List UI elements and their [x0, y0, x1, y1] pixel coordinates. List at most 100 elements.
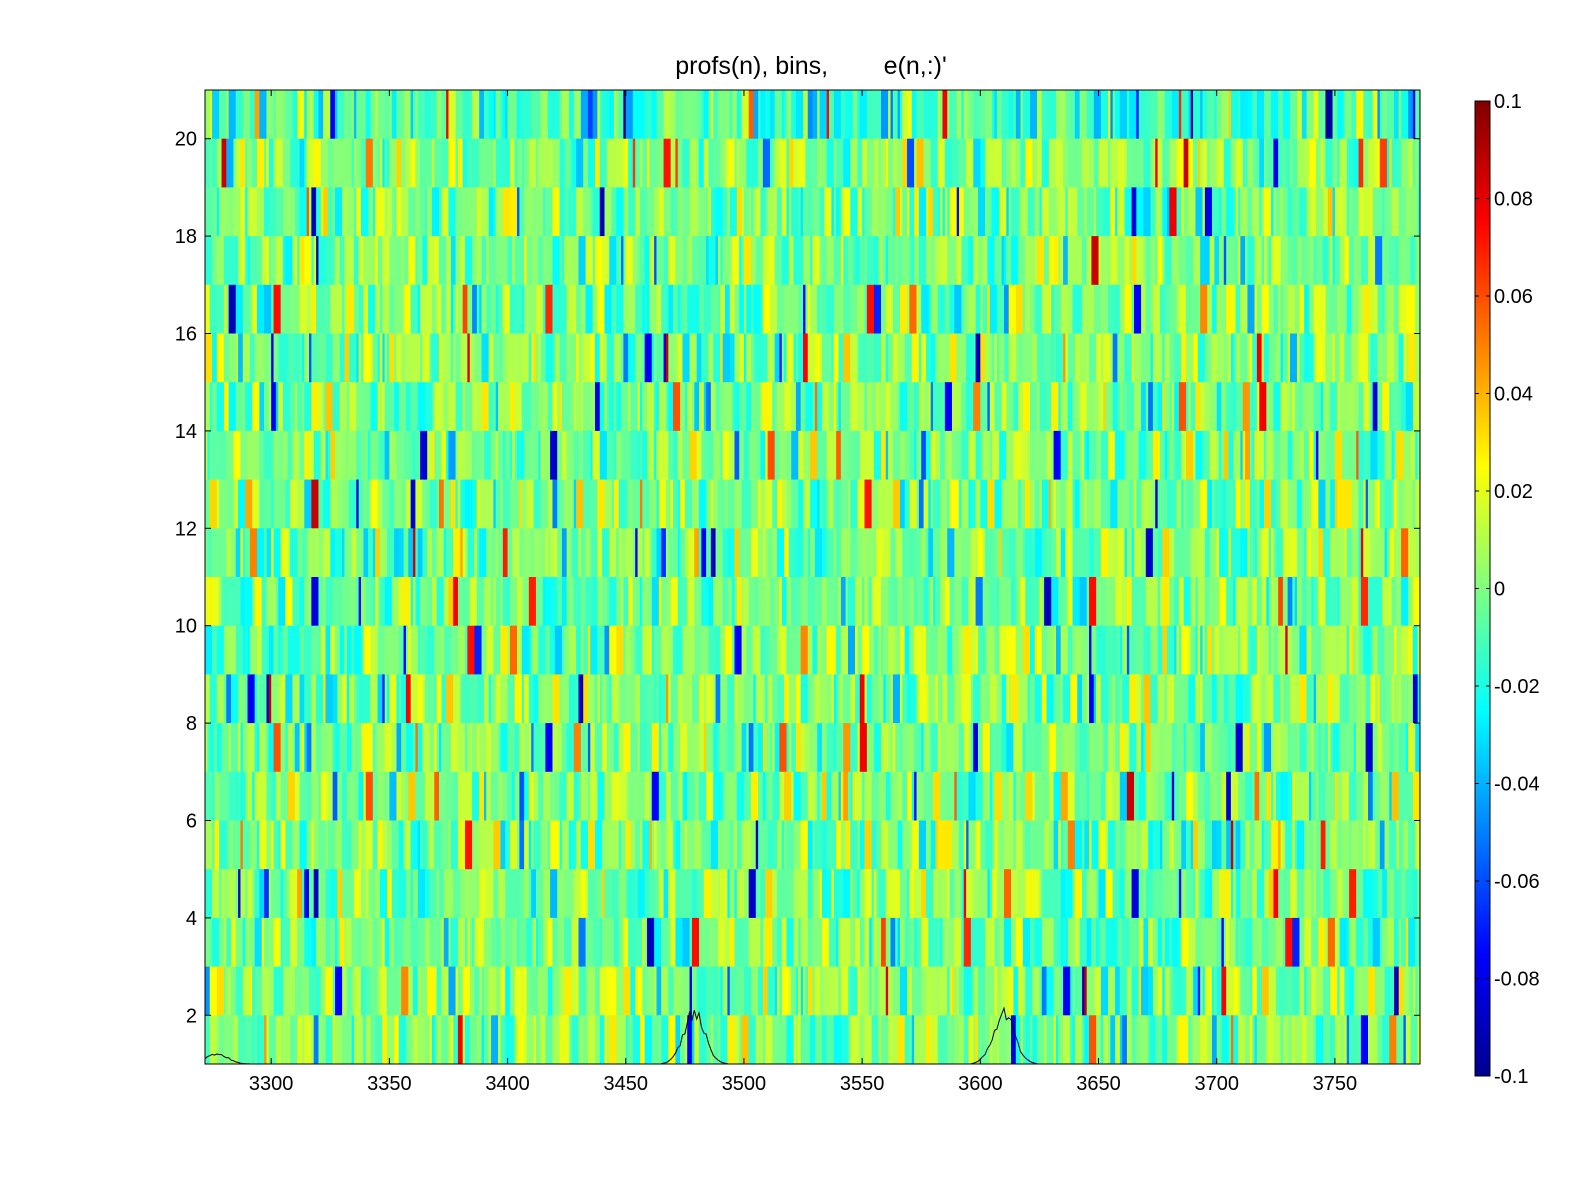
heatmap-cell: [864, 187, 873, 237]
heatmap-cell: [793, 771, 802, 822]
heatmap-cell: [1278, 625, 1286, 675]
heatmap-cell: [384, 382, 388, 432]
heatmap-cell: [264, 333, 272, 383]
heatmap-cell: [1403, 966, 1409, 1016]
heatmap-cell: [916, 917, 920, 968]
heatmap-cell: [531, 771, 535, 822]
heatmap-cell: [1020, 382, 1024, 432]
heatmap-cell: [925, 528, 929, 578]
heatmap-cell: [1235, 723, 1244, 773]
heatmap-cell: [396, 138, 402, 188]
heatmap-cell: [342, 284, 346, 335]
heatmap-cell: [545, 625, 551, 675]
heatmap-cell: [1325, 625, 1331, 675]
heatmap-cell: [1089, 333, 1097, 383]
heatmap-cell: [999, 430, 1007, 481]
heatmap-cell: [888, 90, 892, 140]
heatmap-cell: [1330, 869, 1338, 919]
heatmap-cell: [765, 90, 771, 140]
heatmap-cell: [323, 187, 329, 237]
heatmap-cell: [897, 236, 903, 286]
heatmap-cell: [654, 382, 658, 432]
heatmap-cell: [1330, 284, 1336, 335]
heatmap-cell: [1405, 236, 1412, 286]
heatmap-cell: [701, 723, 705, 773]
heatmap-cell: [1216, 674, 1220, 724]
heatmap-cell: [212, 528, 220, 578]
heatmap-cell: [1408, 333, 1416, 383]
heatmap-cell: [665, 528, 669, 578]
heatmap-cell: [309, 333, 312, 383]
heatmap-cell: [287, 625, 296, 675]
heatmap-cell: [611, 869, 620, 919]
heatmap-cell: [254, 577, 263, 627]
heatmap-cell: [353, 625, 362, 675]
heatmap-cell: [564, 1015, 570, 1064]
heatmap-cell: [1211, 187, 1220, 237]
heatmap-cell: [1346, 187, 1350, 237]
heatmap-cell: [689, 674, 693, 724]
heatmap-cell: [1252, 577, 1258, 627]
heatmap-cell: [852, 90, 859, 140]
heatmap-cell: [573, 382, 577, 432]
heatmap-cell: [1327, 917, 1336, 968]
heatmap-cell: [1067, 430, 1074, 481]
heatmap-cell: [382, 236, 390, 286]
heatmap-cell: [1306, 187, 1312, 237]
heatmap-cell: [1401, 90, 1409, 140]
heatmap-cell: [278, 479, 286, 529]
heatmap-cell: [642, 966, 648, 1016]
heatmap-cell: [970, 625, 977, 675]
heatmap-cell: [1157, 90, 1161, 140]
heatmap-cell: [408, 625, 412, 675]
heatmap-cell: [933, 479, 941, 529]
heatmap-cell: [741, 479, 745, 529]
heatmap-cell: [1081, 625, 1090, 675]
heatmap-cell: [656, 382, 660, 432]
heatmap-cell: [1100, 236, 1109, 286]
heatmap-cell: [552, 90, 561, 140]
heatmap-cell: [1268, 236, 1272, 286]
heatmap-cell: [226, 820, 230, 870]
heatmap-cell: [994, 333, 998, 383]
heatmap-cell: [871, 382, 877, 432]
heatmap-cell: [1301, 479, 1310, 529]
heatmap-cell: [455, 284, 459, 335]
heatmap-cell: [668, 869, 676, 919]
heatmap-cell: [1129, 479, 1133, 529]
heatmap-cell: [918, 236, 927, 286]
heatmap-cell: [651, 625, 655, 675]
heatmap-cell: [531, 917, 535, 968]
heatmap-cell: [1219, 674, 1225, 724]
heatmap-cell: [233, 966, 237, 1016]
heatmap-cell: [959, 966, 965, 1016]
heatmap-cell: [1188, 284, 1197, 335]
heatmap-cell: [346, 723, 353, 773]
heatmap-cell: [1041, 771, 1050, 822]
heatmap-cell: [375, 869, 381, 919]
heatmap-cell: [1337, 236, 1341, 286]
heatmap-cell: [954, 577, 963, 627]
heatmap-cell: [1268, 577, 1272, 627]
heatmap-cell: [691, 674, 700, 724]
heatmap-cell: [1011, 138, 1017, 188]
heatmap-cell: [661, 820, 667, 870]
heatmap-cell: [1297, 284, 1301, 335]
heatmap-cell: [1112, 625, 1119, 675]
heatmap-cell: [1273, 528, 1277, 578]
heatmap-cell: [604, 479, 613, 529]
heatmap-cell: [1093, 284, 1102, 335]
heatmap-cell: [1067, 820, 1076, 870]
heatmap-cell: [344, 917, 348, 968]
heatmap-cell: [1278, 90, 1284, 140]
heatmap-row: [205, 625, 1420, 675]
heatmap-cell: [1107, 236, 1111, 286]
heatmap-cell: [524, 528, 532, 578]
heatmap-cell: [982, 723, 991, 773]
heatmap-cell: [311, 577, 320, 627]
heatmap-cell: [342, 674, 348, 724]
heatmap-cell: [897, 138, 903, 188]
heatmap-cell: [1249, 625, 1258, 675]
heatmap-cell: [878, 236, 885, 286]
heatmap-cell: [205, 917, 211, 968]
